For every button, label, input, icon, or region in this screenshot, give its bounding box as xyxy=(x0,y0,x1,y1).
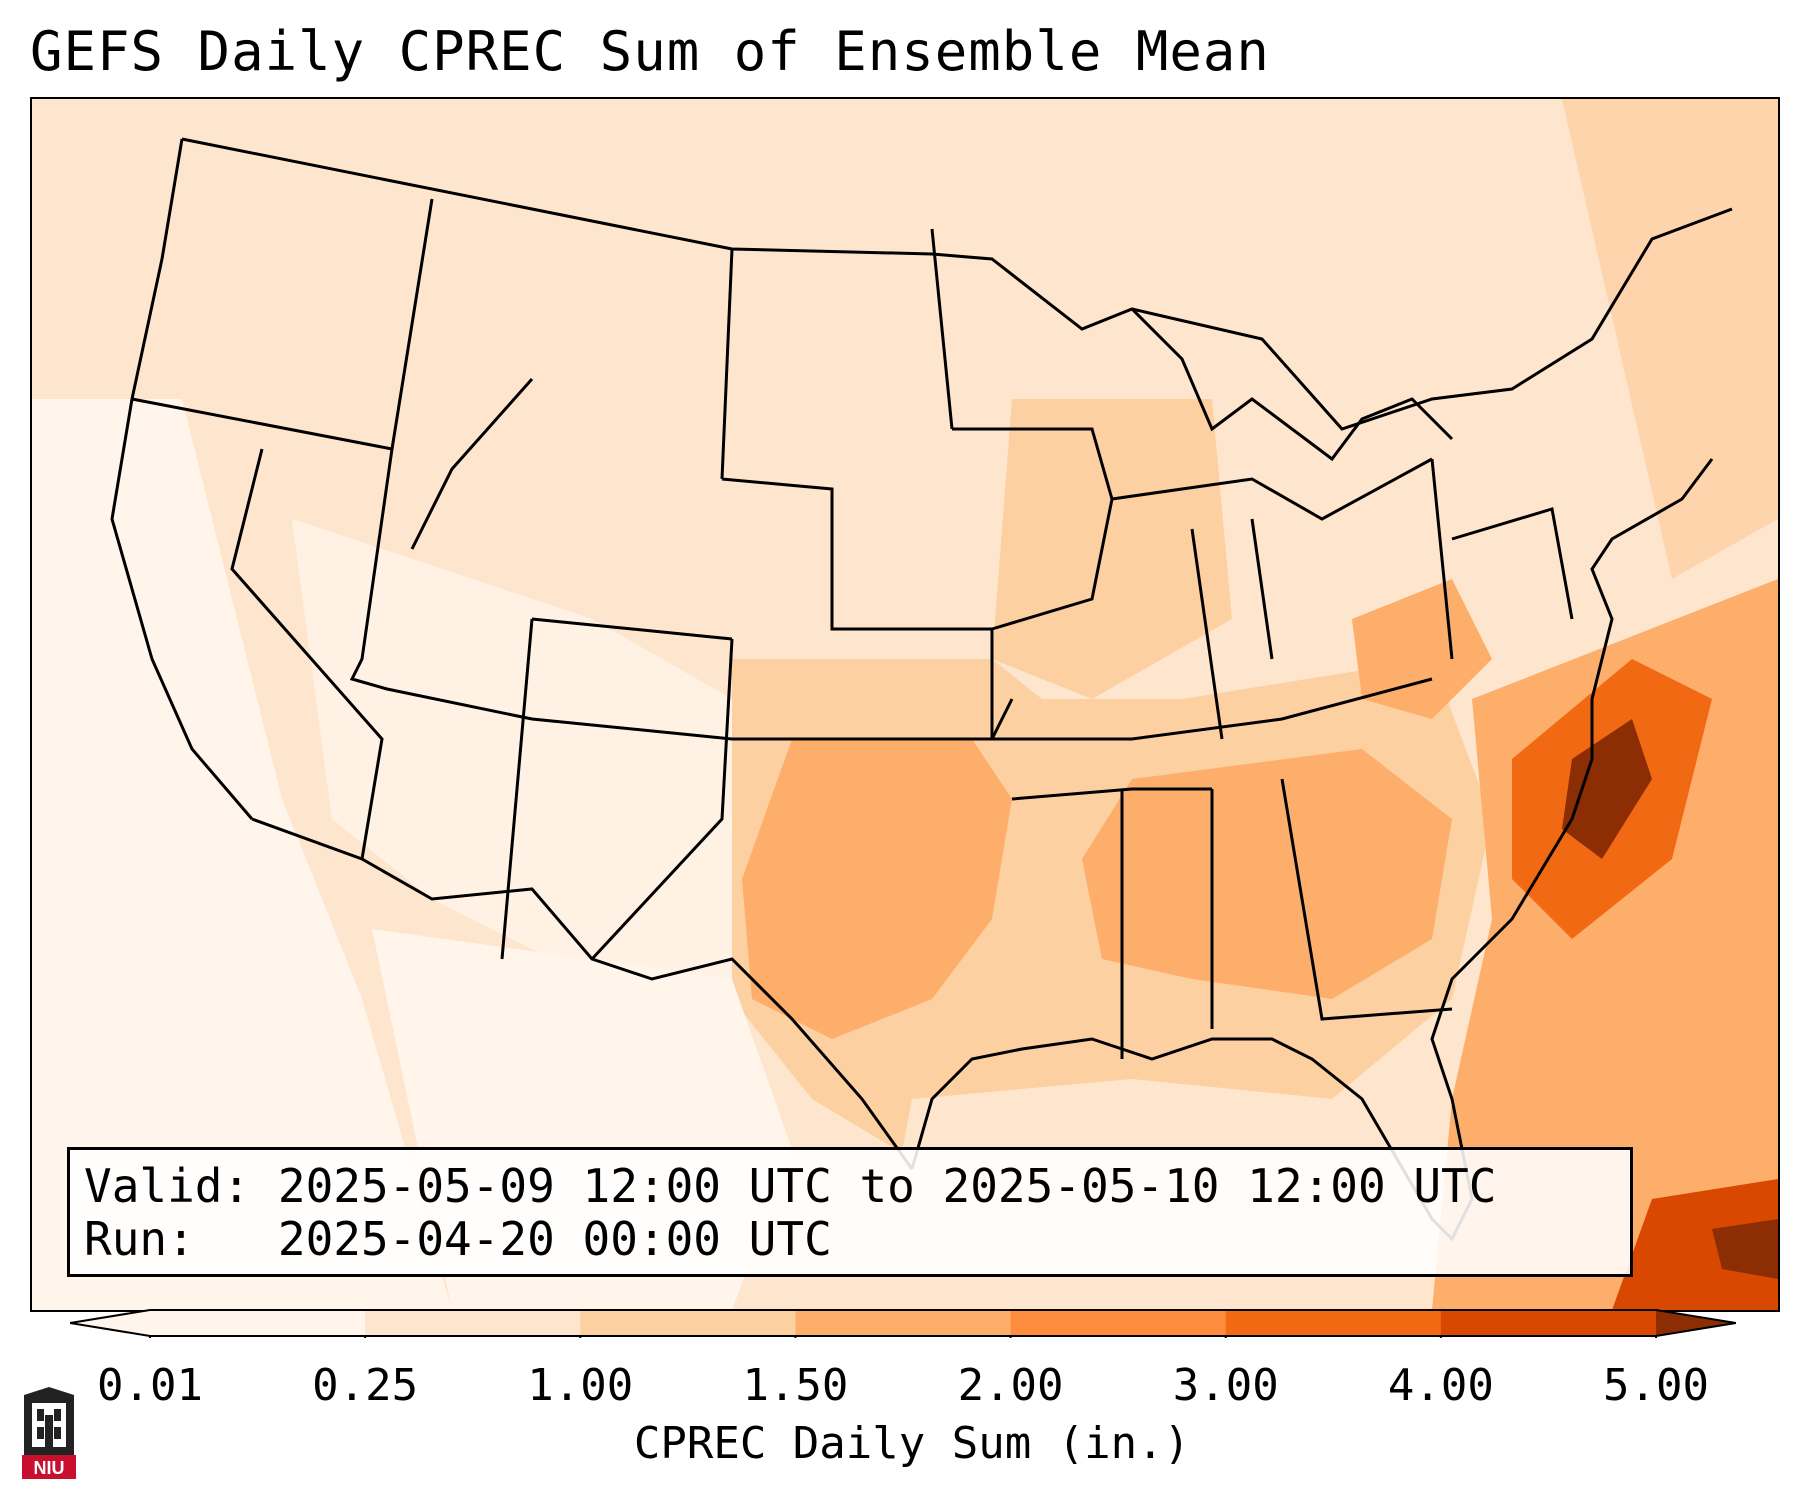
run-info-box: Valid: 2025-05-09 12:00 UTC to 2025-05-1… xyxy=(67,1147,1633,1277)
pacific-low-precip xyxy=(32,399,452,1310)
run-value: 2025-04-20 00:00 UTC xyxy=(277,1212,832,1266)
colorbar-tick-label: 0.25 xyxy=(312,1360,419,1411)
texas-oklahoma-precip xyxy=(742,739,1012,1039)
atlantic-max-precip xyxy=(1562,719,1652,859)
colorbar-segment xyxy=(580,1310,796,1336)
colorbar-segment xyxy=(1225,1310,1442,1336)
colorbar-segment xyxy=(1440,1310,1657,1336)
southeast-precip xyxy=(1082,749,1452,999)
colorbar-extend-low xyxy=(70,1310,150,1336)
valid-value: 2025-05-09 12:00 UTC to 2025-05-10 12:00… xyxy=(277,1159,1497,1213)
colorbar-segment xyxy=(365,1310,581,1336)
run-label: Run: xyxy=(84,1212,195,1266)
chart-title: GEFS Daily CPREC Sum of Ensemble Mean xyxy=(30,20,1270,83)
colorbar-tick-label: 3.00 xyxy=(1172,1360,1279,1411)
map-canvas xyxy=(32,99,1778,1310)
maritime-precip xyxy=(1562,99,1778,579)
colorbar-tick-label: 4.00 xyxy=(1387,1360,1494,1411)
colorbar-tick-label: 2.00 xyxy=(957,1360,1064,1411)
political-boundaries xyxy=(110,137,1733,1242)
valid-label: Valid: xyxy=(84,1159,251,1213)
state-lines-east xyxy=(992,457,1574,1059)
colorbar-label: CPREC Daily Sum (in.) xyxy=(633,1418,1191,1469)
caribbean-max-precip xyxy=(1712,1219,1778,1279)
colorbar-segment xyxy=(1010,1310,1227,1336)
us-canada-border xyxy=(181,137,1733,431)
run-row: Run: 2025-04-20 00:00 UTC xyxy=(84,1213,1616,1266)
upper-midwest-moderate-precip xyxy=(992,399,1232,699)
state-line-1 xyxy=(131,397,852,741)
colorbar-tick-label: 0.01 xyxy=(97,1360,203,1411)
northern-plains-fill xyxy=(452,219,832,339)
caribbean-heavy-precip xyxy=(1612,1179,1778,1310)
valid-row: Valid: 2025-05-09 12:00 UTC to 2025-05-1… xyxy=(84,1160,1616,1213)
university-tower-icon: NIU xyxy=(22,1387,76,1479)
colorbar-tick-label: 5.00 xyxy=(1603,1360,1709,1411)
us-mexico-border xyxy=(251,817,914,1170)
colorbar-extend-high xyxy=(1656,1310,1736,1336)
colorbar-outline xyxy=(70,1309,1736,1337)
logo-text: NIU xyxy=(34,1458,65,1478)
us-west-coast xyxy=(110,138,254,820)
precipitation-map xyxy=(30,97,1780,1312)
great-lakes-shoreline xyxy=(1130,307,1454,462)
colorbar-segment xyxy=(795,1310,1012,1336)
colorbar-tick-label: 1.50 xyxy=(742,1360,849,1411)
colorbar xyxy=(70,1309,1736,1338)
colorbar-segment xyxy=(150,1310,366,1336)
appalachian-precip xyxy=(1352,579,1492,719)
colorbar-tick-label: 1.00 xyxy=(527,1360,634,1411)
southwest-low-precip xyxy=(292,519,732,979)
